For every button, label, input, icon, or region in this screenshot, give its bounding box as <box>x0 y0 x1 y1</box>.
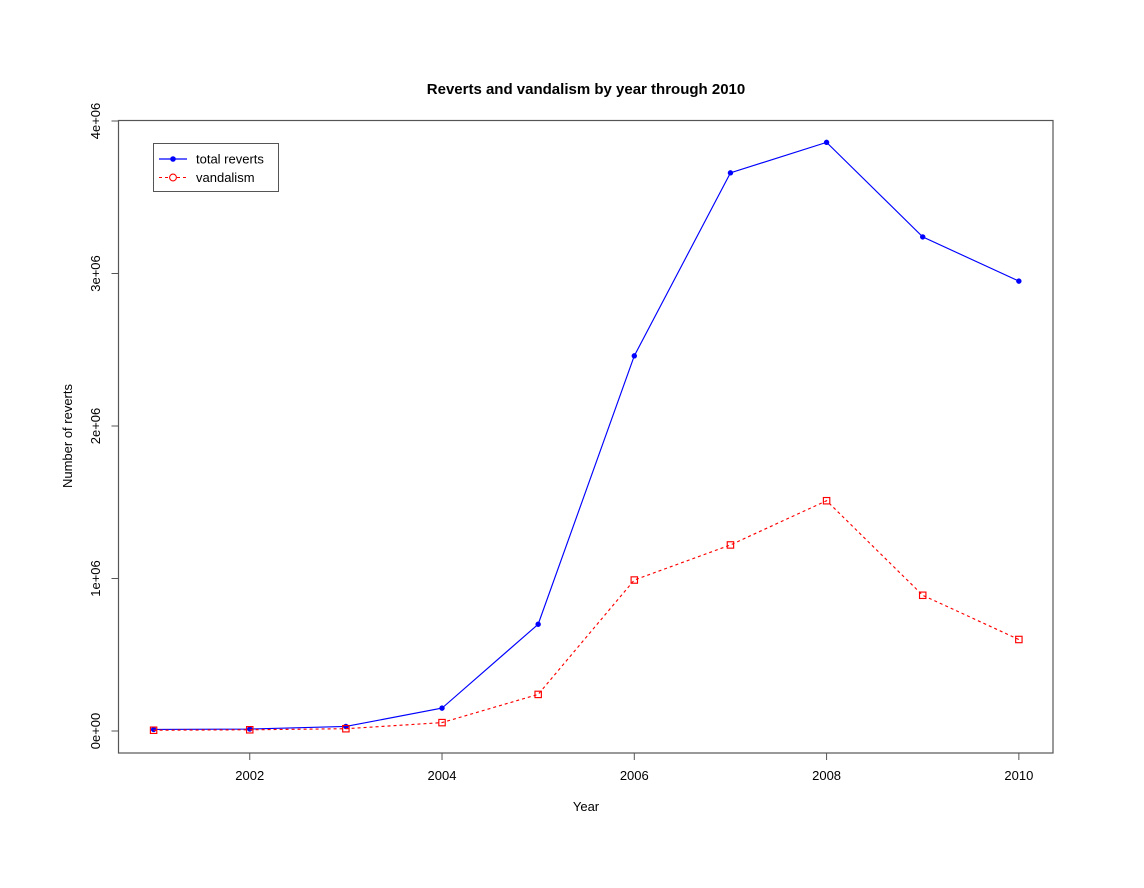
y-axis-label: Number of reverts <box>60 383 75 488</box>
x-tick-label: 2006 <box>620 768 649 783</box>
series-marker-vandalism <box>438 718 446 727</box>
series-marker-total-reverts <box>823 139 830 146</box>
legend-box <box>153 143 279 192</box>
series-marker-total-reverts <box>247 726 253 732</box>
series-line-total-reverts <box>153 141 1020 731</box>
legend-label-vandalism: vandalism <box>196 170 255 185</box>
legend-open-circle-icon <box>169 173 177 182</box>
x-tick-label: 2010 <box>1004 768 1033 783</box>
series-marker-total-reverts <box>535 621 541 627</box>
x-tick-label: 2002 <box>235 768 264 783</box>
y-tick-label: 4e+06 <box>88 103 103 140</box>
series-marker-vandalism <box>822 496 831 505</box>
y-tick-label: 1e+06 <box>88 560 103 597</box>
series-group <box>149 139 1023 735</box>
x-axis-label: Year <box>573 799 600 814</box>
x-tick-label: 2004 <box>428 768 457 783</box>
series-marker-vandalism <box>534 690 542 699</box>
series-marker-vandalism <box>342 724 350 733</box>
legend: total reverts vandalism <box>153 143 279 192</box>
series-marker-vandalism <box>630 576 639 584</box>
series-line-vandalism <box>153 500 1020 731</box>
series-marker-vandalism <box>918 591 927 600</box>
x-axis: 2002 2004 2006 2008 2010 <box>235 753 1033 783</box>
plot-border <box>117 119 1054 754</box>
y-tick-label: 2e+06 <box>88 408 103 445</box>
x-tick-label: 2008 <box>812 768 841 783</box>
legend-label-total-reverts: total reverts <box>196 152 264 167</box>
series-marker-total-reverts <box>439 705 445 711</box>
series-marker-total-reverts <box>631 353 637 359</box>
series-marker-total-reverts <box>920 234 926 240</box>
y-tick-label: 0e+00 <box>88 713 103 750</box>
y-axis: 0e+00 1e+06 2e+06 3e+06 4e+06 <box>88 103 119 750</box>
series-marker-vandalism <box>245 726 254 734</box>
series-marker-total-reverts <box>727 170 734 176</box>
series-marker-total-reverts <box>150 726 157 733</box>
legend-filled-circle-icon <box>170 156 176 162</box>
series-marker-vandalism <box>149 726 158 735</box>
series-marker-total-reverts <box>1016 278 1022 284</box>
series-marker-vandalism <box>1015 635 1023 644</box>
y-tick-label: 3e+06 <box>88 255 103 292</box>
chart-title: Reverts and vandalism by year through 20… <box>427 81 745 98</box>
series-marker-vandalism <box>726 541 735 549</box>
